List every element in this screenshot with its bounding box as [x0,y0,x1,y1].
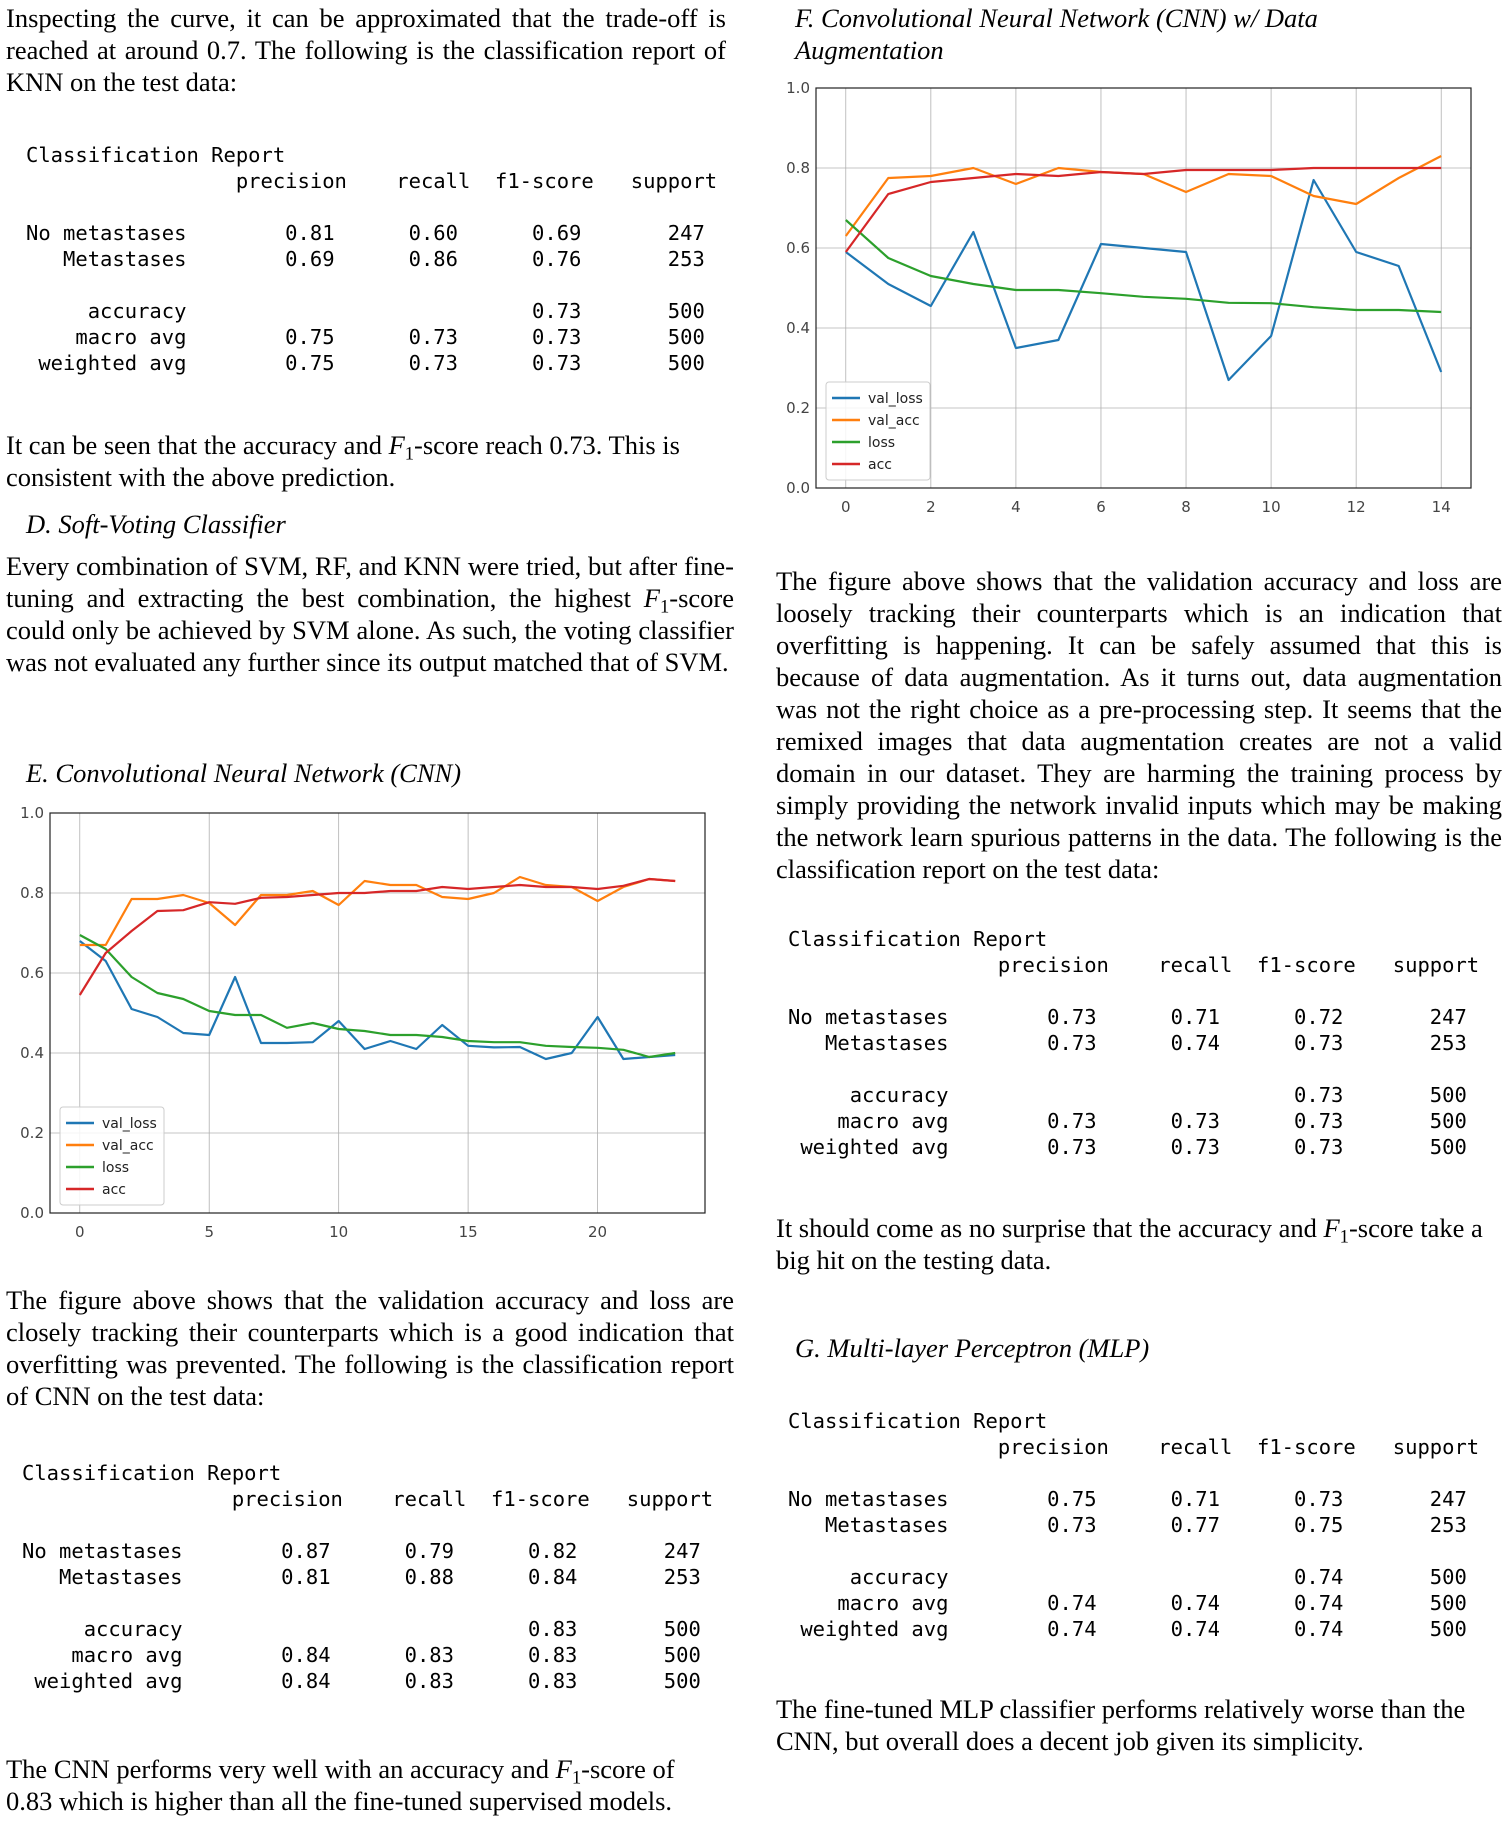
y-tick-label: 0.2 [20,1124,44,1142]
x-tick-label: 4 [1011,498,1021,516]
knn-classification-report: Classification Report precision recall f… [26,143,718,375]
series-line-loss [845,219,1442,314]
x-tick-label: 20 [588,1223,607,1241]
series-line-loss [79,934,676,1059]
augmentation-classification-report: Classification Report precision recall f… [788,927,1480,1159]
legend-label-val-acc: val_acc [868,413,920,429]
f1-subscript: 1 [571,1767,582,1789]
y-tick-label: 0.0 [786,479,810,497]
x-tick-label: 14 [1432,498,1451,516]
plot-area: 0 5 10 15 20 0.0 0.2 0.4 0.6 0.8 1.0 val_loss val_ac… [20,804,706,1241]
augmentation-summary-text-b: -score take a big hit on the testing dat… [776,1213,1483,1275]
x-tick-label: 12 [1347,498,1366,516]
legend-label-val-acc: val_acc [102,1138,154,1154]
f1-subscript: 1 [404,443,415,465]
f1-symbol: F [555,1754,572,1784]
knn-summary-text-a: It can be seen that the accuracy and [6,430,389,460]
x-tick-label: 10 [329,1223,348,1241]
mlp-summary-paragraph: The fine-tuned MLP classifier performs r… [776,1694,1466,1756]
series-line-val-loss [79,940,676,1061]
plot-area: 0 2 4 6 8 10 12 14 0.0 0.2 0.4 0.6 0.8 1.0 val_lossval… [786,79,1472,516]
y-tick-label: 1.0 [20,804,44,822]
knn-intro-paragraph: Inspecting the curve, it can be approxim… [6,3,726,97]
f1-symbol: F [643,583,660,613]
augmentation-summary-text-a: It should come as no surprise that the a… [776,1213,1324,1243]
cnn-training-chart: 0 5 10 15 20 0.0 0.2 0.4 0.6 0.8 1.0 val_loss val_ac… [20,804,706,1241]
x-tick-label: 0 [75,1223,85,1241]
f1-subscript: 1 [1339,1226,1349,1248]
axes-frame [815,87,1472,489]
mlp-classification-report: Classification Report precision recall f… [788,1409,1480,1641]
section-heading-e: E. Convolutional Neural Network (CNN) [26,758,462,788]
x-tick-label: 10 [1262,498,1281,516]
cnn-augmentation-chart: 0 2 4 6 8 10 12 14 0.0 0.2 0.4 0.6 0.8 1.0 val_lossval… [786,79,1472,516]
x-tick-label: 5 [204,1223,214,1241]
f1-subscript: 1 [659,596,670,618]
legend-label-loss: loss [102,1160,129,1176]
y-tick-label: 0.4 [786,319,810,337]
y-tick-label: 0.8 [20,884,44,902]
knn-summary-paragraph: It can be seen that the accuracy and F1-… [6,429,726,493]
y-tick-label: 0.4 [20,1044,44,1062]
section-heading-g: G. Multi-layer Perceptron (MLP) [795,1333,1150,1363]
cnn-classification-report: Classification Report precision recall f… [22,1461,714,1693]
series-line-val-acc [79,875,676,947]
axes-frame [49,812,706,1214]
soft-voting-text-b: -score could only be achieved by SVM alo… [6,583,734,677]
legend-label-loss: loss [868,435,895,451]
y-tick-label: 0.2 [786,399,810,417]
x-tick-label: 2 [926,498,936,516]
legend-box [825,381,931,481]
legend-label-val-loss: val_loss [102,1116,157,1132]
augmentation-analysis-paragraph: The figure above shows that the validati… [776,566,1502,884]
series-line-val-loss [845,178,1443,382]
x-tick-label: 15 [459,1223,478,1241]
legend-label-acc: acc [102,1182,126,1198]
cnn-summary-text-a: The CNN performs very well with an accur… [6,1754,556,1784]
cnn-analysis-paragraph: The figure above shows that the validati… [6,1285,734,1411]
legend-label-acc: acc [868,457,892,473]
section-heading-f: F. Convolutional Neural Network (CNN) w/… [795,3,1318,65]
soft-voting-paragraph: Every combination of SVM, RF, and KNN we… [6,550,734,678]
cnn-summary-text-b: -score of 0.83 which is higher than all … [6,1754,675,1816]
y-tick-label: 0.6 [20,964,44,982]
cnn-summary-paragraph: The CNN performs very well with an accur… [6,1753,726,1817]
f1-symbol: F [388,430,405,460]
f1-symbol: F [1323,1213,1340,1243]
knn-summary-text-b: -score reach 0.73. This is consistent wi… [6,430,680,492]
y-tick-label: 1.0 [786,79,810,97]
x-tick-label: 8 [1181,498,1191,516]
y-tick-label: 0.0 [20,1204,44,1222]
y-tick-label: 0.6 [786,239,810,257]
legend-box [59,1106,165,1206]
series-line-acc [78,877,676,996]
y-tick-label: 0.8 [786,159,810,177]
section-heading-d: D. Soft-Voting Classifier [26,509,286,539]
augmentation-summary-paragraph: It should come as no surprise that the a… [776,1212,1502,1276]
legend-label-val-loss: val_loss [868,391,923,407]
x-tick-label: 6 [1096,498,1106,516]
x-tick-label: 0 [841,498,851,516]
soft-voting-text-a: Every combination of SVM, RF, and KNN we… [6,551,734,613]
series-line-acc [844,166,1442,253]
